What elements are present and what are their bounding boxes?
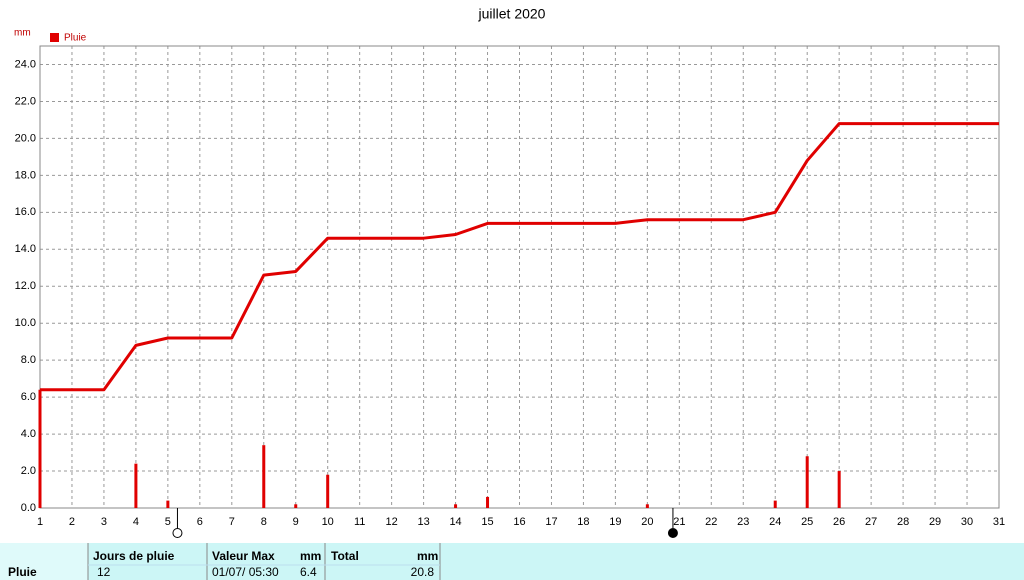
table-header: Valeur Max [212, 549, 275, 563]
x-tick-label: 27 [865, 516, 877, 528]
line [40, 122, 999, 392]
x-tick-label: 29 [929, 516, 941, 528]
table-header: Jours de pluie [93, 549, 175, 563]
table-cell: 01/07/ 05:30 [212, 565, 279, 579]
bar [294, 504, 298, 508]
y-tick-label: 22.0 [15, 95, 36, 107]
bar [166, 500, 170, 508]
table-cell: 20.8 [411, 565, 435, 579]
x-tick-label: 26 [833, 516, 845, 528]
bar [262, 445, 266, 508]
table-label-cell [0, 543, 88, 580]
y-tick-label: 24.0 [15, 58, 36, 70]
y-axis-unit: mm [14, 28, 31, 39]
x-tick-label: 7 [229, 516, 235, 528]
table-cell: 6.4 [300, 565, 317, 579]
y-tick-label: 8.0 [21, 354, 36, 366]
table-header: Total [331, 549, 359, 563]
y-tick-label: 2.0 [21, 465, 36, 477]
plot-frame [39, 45, 1000, 509]
x-tick-label: 9 [293, 516, 299, 528]
table-unit: mm [417, 549, 438, 563]
y-tick-label: 18.0 [15, 169, 36, 181]
x-tick-label: 14 [449, 516, 461, 528]
x-tick-label: 8 [261, 516, 267, 528]
x-tick-label: 6 [197, 516, 203, 528]
x-tick-label: 13 [417, 516, 429, 528]
bar [38, 389, 42, 508]
x-tick-label: 18 [577, 516, 589, 528]
plot-area: 0.0 2.0 4.0 6.0 8.0 10.0 12.0 14.0 16.0 18.0 20.0 2… [15, 45, 1005, 538]
x-tick-label: 23 [737, 516, 749, 528]
x-tick-label: 3 [101, 516, 107, 528]
table-bg [0, 543, 1024, 580]
x-tick-label: 22 [705, 516, 717, 528]
bar [805, 456, 809, 508]
x-tick-label: 16 [513, 516, 525, 528]
moon-phase [172, 528, 183, 538]
x-tick-label: 25 [801, 516, 813, 528]
bar [134, 463, 138, 508]
y-tick-label: 12.0 [15, 280, 36, 292]
y-tick-label: 16.0 [15, 206, 36, 218]
x-tick-label: 11 [354, 516, 365, 528]
x-tick-label: 12 [386, 516, 398, 528]
bar [486, 496, 490, 508]
x-tick-label: 1 [37, 516, 43, 528]
x-tick-label: 21 [673, 516, 685, 528]
bar [454, 504, 458, 508]
legend-label: Pluie [64, 33, 87, 44]
bar [645, 504, 649, 508]
y-tick-label: 10.0 [15, 317, 36, 329]
y-tick-label: 20.0 [15, 132, 36, 144]
x-tick-label: 5 [165, 516, 171, 528]
table-cell: 12 [97, 565, 111, 579]
y-tick-label: 14.0 [15, 243, 36, 255]
x-tick-label: 4 [133, 516, 139, 528]
x-tick-label: 24 [769, 516, 781, 528]
moon-phase [667, 528, 678, 538]
x-tick-label: 28 [897, 516, 909, 528]
x-tick-label: 19 [609, 516, 621, 528]
bar [326, 474, 330, 508]
x-tick-label: 20 [641, 516, 653, 528]
x-tick-label: 15 [481, 516, 493, 528]
y-tick-label: 4.0 [21, 428, 36, 440]
y-tick-label: 6.0 [21, 391, 36, 403]
y-tick-label: 0.0 [21, 502, 36, 514]
chart-title: juillet 2020 [478, 6, 546, 22]
bar [773, 500, 777, 508]
table-row-label: Pluie [8, 565, 37, 579]
x-tick-label: 2 [69, 516, 75, 528]
x-tick-label: 31 [993, 516, 1005, 528]
legend-swatch [50, 33, 59, 42]
x-tick-label: 30 [961, 516, 973, 528]
table-unit: mm [300, 549, 321, 563]
bar [837, 471, 841, 508]
x-tick-label: 17 [545, 516, 557, 528]
x-tick-label: 10 [322, 516, 334, 528]
